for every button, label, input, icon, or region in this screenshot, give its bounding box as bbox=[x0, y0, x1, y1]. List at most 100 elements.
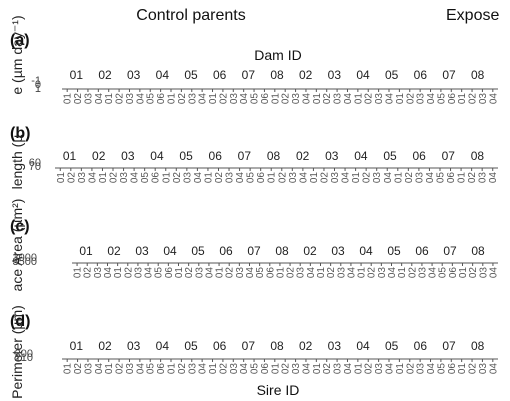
y-tick-label: 70 bbox=[29, 161, 41, 173]
sire-id-label: 03 bbox=[416, 93, 427, 105]
dam-id-label: 04 bbox=[356, 339, 370, 353]
sire-id-label: 04 bbox=[343, 93, 354, 105]
y-axis-label: e (µm day⁻¹) bbox=[9, 15, 25, 94]
sire-id-label: 05 bbox=[146, 363, 157, 375]
sire-id-label: 02 bbox=[177, 363, 188, 375]
sire-id-label: 02 bbox=[218, 93, 229, 105]
dam-id-label: 02 bbox=[98, 339, 112, 353]
sire-id-label: 02 bbox=[286, 267, 297, 279]
dam-id-label: 06 bbox=[213, 68, 227, 82]
dam-id-label: 05 bbox=[383, 149, 397, 163]
sire-id-label: 06 bbox=[446, 172, 457, 184]
sire-id-label: 05 bbox=[435, 172, 446, 184]
sire-id-label: 01 bbox=[353, 93, 364, 105]
y-axis-label: length (µ bbox=[9, 135, 25, 190]
sire-id-label: 04 bbox=[306, 267, 317, 279]
sire-id-label: 01 bbox=[63, 363, 74, 375]
sire-id-label: 04 bbox=[387, 267, 398, 279]
sire-id-label: 03 bbox=[296, 267, 307, 279]
y-tick-label: 1 bbox=[35, 83, 41, 95]
dam-id-label: 06 bbox=[213, 339, 227, 353]
y-tick-label: 0 bbox=[35, 79, 41, 91]
sire-id-label: 04 bbox=[193, 172, 204, 184]
sire-id-label: 04 bbox=[343, 363, 354, 375]
sire-id-label: 03 bbox=[478, 93, 489, 105]
sire-id-label: 03 bbox=[229, 363, 240, 375]
dam-id-label: 08 bbox=[267, 149, 281, 163]
sire-id-label: 03 bbox=[182, 172, 193, 184]
sire-id-label: 04 bbox=[488, 363, 499, 375]
sire-id-label: 01 bbox=[167, 93, 178, 105]
sire-id-label: 04 bbox=[94, 93, 105, 105]
sire-id-label: 01 bbox=[104, 93, 115, 105]
sire-id-label: 03 bbox=[333, 93, 344, 105]
sire-id-label: 04 bbox=[103, 267, 114, 279]
y-tick-label: 3500 bbox=[13, 256, 37, 268]
dam-id-label: 02 bbox=[107, 244, 121, 258]
sire-id-label: 02 bbox=[364, 363, 375, 375]
y-tick-label: 210 bbox=[15, 352, 33, 364]
sire-id-label: 01 bbox=[312, 363, 323, 375]
dam-id-label: 03 bbox=[121, 149, 135, 163]
sire-id-label: 02 bbox=[367, 267, 378, 279]
dam-id-label: 02 bbox=[98, 68, 112, 82]
sire-id-label: 05 bbox=[154, 267, 165, 279]
sire-id-label: 01 bbox=[98, 172, 109, 184]
dam-id-label: 01 bbox=[70, 68, 84, 82]
dam-id-label: 02 bbox=[296, 149, 310, 163]
sire-id-label: 03 bbox=[187, 363, 198, 375]
sire-id-label: 01 bbox=[395, 363, 406, 375]
sire-id-label: 06 bbox=[156, 93, 167, 105]
y-axis-label: Perimeter (µm) bbox=[9, 305, 25, 399]
sire-id-label: 02 bbox=[364, 93, 375, 105]
dam-id-label: 07 bbox=[442, 149, 456, 163]
dam-id-label: 05 bbox=[179, 149, 193, 163]
sire-id-label: 02 bbox=[468, 267, 479, 279]
sire-id-label: 02 bbox=[115, 93, 126, 105]
sire-id-label: 02 bbox=[184, 267, 195, 279]
sire-id-label: 02 bbox=[73, 93, 84, 105]
dam-id-label: 02 bbox=[299, 68, 313, 82]
dam-id-label: 07 bbox=[443, 244, 457, 258]
dam-id-label: 08 bbox=[471, 244, 485, 258]
sire-id-label: 03 bbox=[478, 267, 489, 279]
dam-id-label: 04 bbox=[156, 339, 170, 353]
sire-id-label: 03 bbox=[83, 93, 94, 105]
sire-id-label: 06 bbox=[156, 363, 167, 375]
sire-id-label: 05 bbox=[250, 93, 261, 105]
dam-id-label: 01 bbox=[79, 244, 93, 258]
sire-id-label: 04 bbox=[488, 267, 499, 279]
dam-id-label: 06 bbox=[415, 244, 429, 258]
sire-id-label: 02 bbox=[177, 93, 188, 105]
dam-id-label: 08 bbox=[270, 339, 284, 353]
sire-id-label: 03 bbox=[225, 172, 236, 184]
sire-id-label: 01 bbox=[208, 363, 219, 375]
sire-id-label: 06 bbox=[447, 363, 458, 375]
sire-id-label: 05 bbox=[250, 363, 261, 375]
sire-id-label: 03 bbox=[414, 172, 425, 184]
sire-id-label: 01 bbox=[203, 172, 214, 184]
sire-id-label: 04 bbox=[346, 267, 357, 279]
sire-id-label: 03 bbox=[194, 267, 205, 279]
sire-id-label: 03 bbox=[417, 267, 428, 279]
title-exposed: Expose bbox=[446, 7, 499, 24]
dam-id-label: 04 bbox=[354, 149, 368, 163]
sire-id-label: 02 bbox=[326, 267, 337, 279]
sire-id-label: 04 bbox=[301, 363, 312, 375]
sire-id-label: 04 bbox=[87, 172, 98, 184]
y-tick-label: 200 bbox=[15, 348, 33, 360]
sire-id-label: 04 bbox=[341, 172, 352, 184]
sire-id-label: 04 bbox=[245, 267, 256, 279]
dam-id-label: 02 bbox=[299, 339, 313, 353]
x-title-bottom: Sire ID bbox=[257, 382, 300, 398]
dam-id-label: 08 bbox=[471, 339, 485, 353]
sire-id-label: 01 bbox=[353, 363, 364, 375]
sire-id-label: 03 bbox=[377, 267, 388, 279]
dam-id-label: 06 bbox=[209, 149, 223, 163]
sire-id-label: 03 bbox=[187, 93, 198, 105]
